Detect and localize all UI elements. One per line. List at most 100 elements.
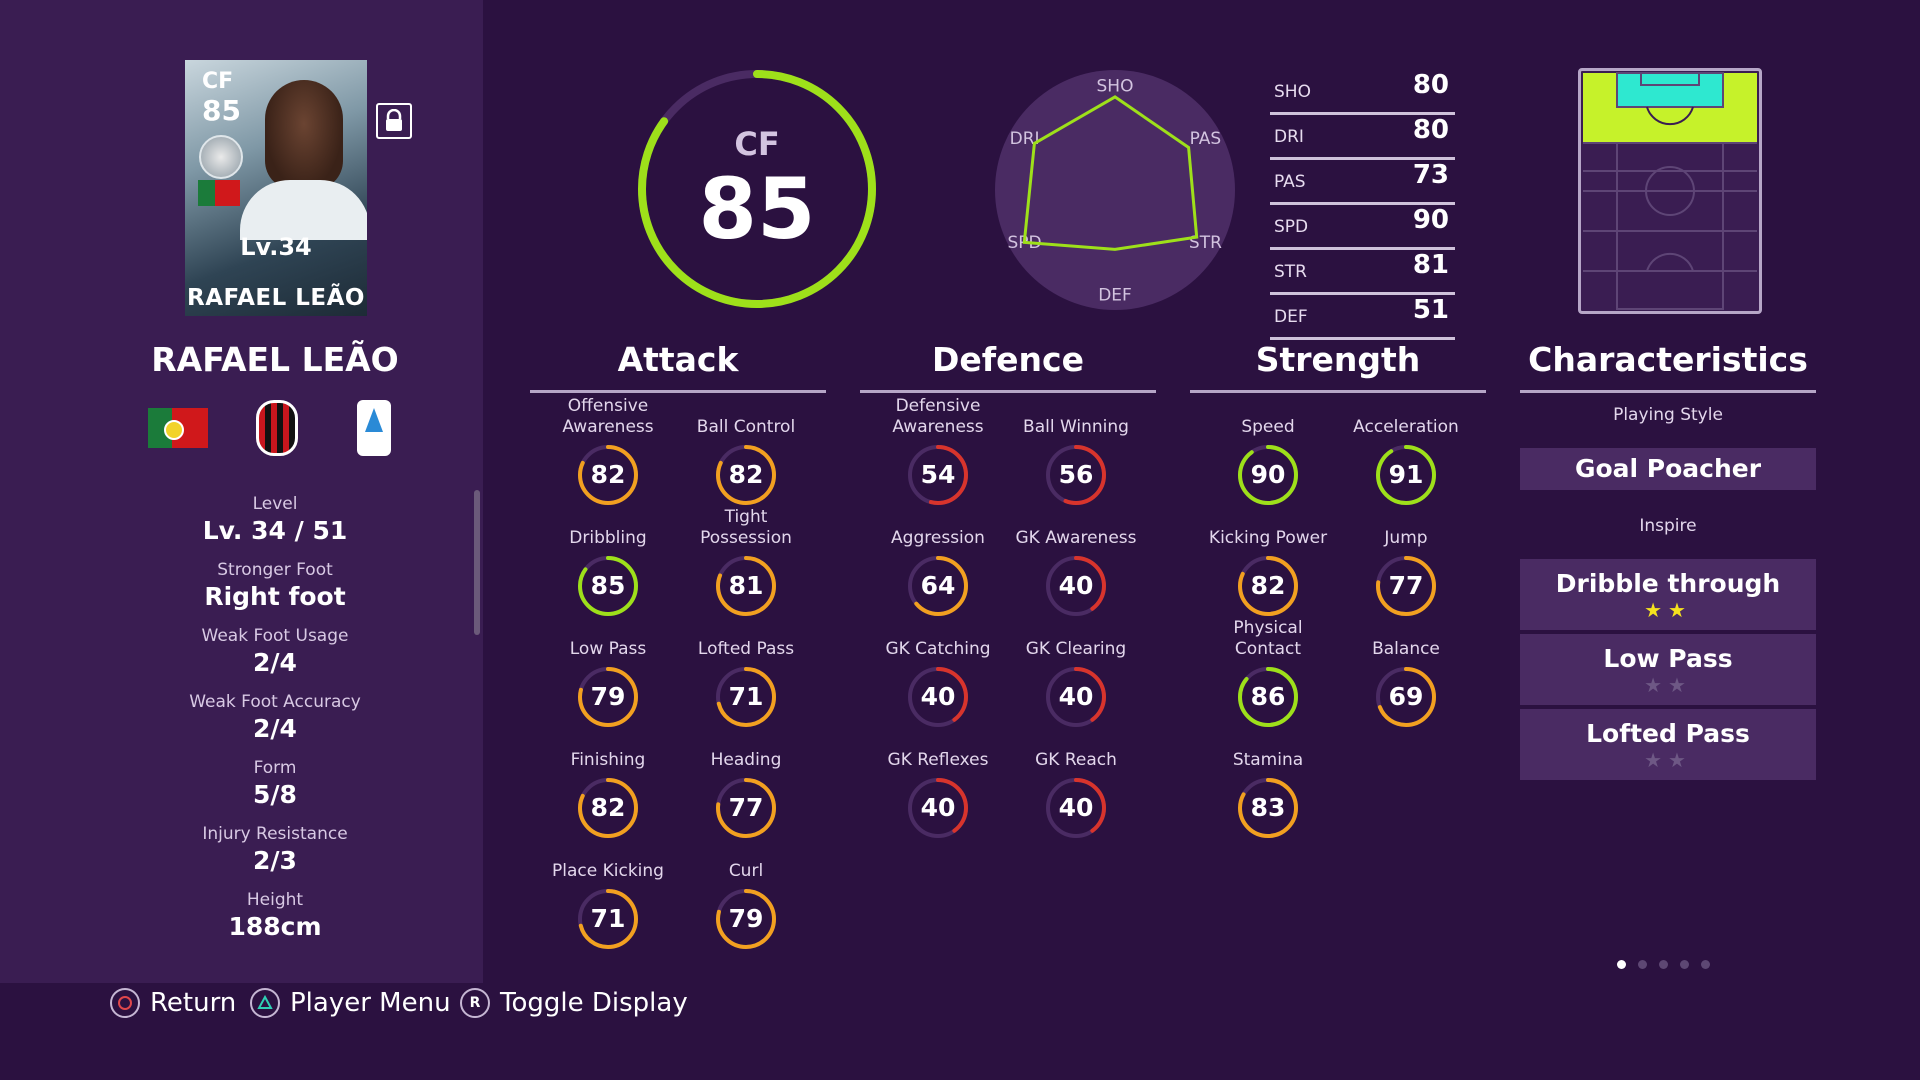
detail-label: Weak Foot Accuracy [189, 692, 361, 712]
stat-value: 81 [728, 571, 764, 600]
stat-value: 54 [920, 460, 956, 489]
detail-value: Right foot [204, 582, 346, 611]
inspire-name: Dribble through [1555, 569, 1781, 598]
player-menu-label: Player Menu [290, 988, 451, 1018]
summary-label: PAS [1274, 172, 1306, 192]
inspire-item: Dribble through ★★ [1520, 559, 1816, 630]
card-position: CF [202, 69, 234, 94]
pitch-zone-right-wing [1723, 73, 1757, 143]
card-level: Lv.34 [240, 233, 312, 261]
strength-stat: Physical Contact 86 [1198, 618, 1338, 728]
stat-ring: 40 [1045, 555, 1107, 617]
playing-style-value: Goal Poacher [1520, 448, 1816, 490]
triangle-button-icon [250, 988, 280, 1018]
detail-value: Lv. 34 / 51 [202, 516, 348, 545]
strength-stat: Stamina 83 [1198, 729, 1338, 839]
stat-value: 64 [920, 571, 956, 600]
detail-label: Level [252, 494, 298, 514]
stat-value: 71 [728, 682, 764, 711]
stat-ring: 64 [907, 555, 969, 617]
stat-ring: 71 [715, 666, 777, 728]
stat-ring: 71 [577, 888, 639, 950]
stat-label: Tight Possession [700, 507, 792, 548]
toggle-display-label: Toggle Display [500, 988, 688, 1018]
return-button[interactable]: Return [110, 988, 236, 1018]
star-icon: ★ [1644, 673, 1668, 697]
stat-value: 83 [1250, 793, 1286, 822]
inspire-item: Low Pass ★★ [1520, 634, 1816, 705]
overall-ring [638, 70, 876, 308]
detail-label: Injury Resistance [202, 824, 348, 844]
toggle-display-button[interactable]: R Toggle Display [460, 988, 688, 1018]
stat-ring: 83 [1237, 777, 1299, 839]
summary-row: STR 81 [1270, 250, 1455, 295]
stat-ring: 56 [1045, 444, 1107, 506]
defence-stat: GK Awareness 40 [1006, 507, 1146, 617]
card-nationality-flag-icon [198, 180, 240, 206]
stat-label: GK Catching [885, 639, 991, 659]
stat-label: Finishing [570, 750, 646, 770]
stat-value: 79 [590, 682, 626, 711]
attack-stat: Dribbling 85 [538, 507, 678, 617]
page-dot[interactable] [1659, 960, 1668, 969]
stat-ring: 79 [577, 666, 639, 728]
stat-value: 90 [1250, 460, 1286, 489]
scrollbar[interactable] [474, 490, 480, 635]
summary-value: 80 [1412, 115, 1449, 145]
summary-row: SPD 90 [1270, 205, 1455, 250]
detail-value: 2/4 [253, 648, 297, 677]
detail-value: 5/8 [253, 780, 297, 809]
attack-stat: Curl 79 [676, 840, 816, 950]
detail-label: Form [253, 758, 297, 778]
page-dot[interactable] [1680, 960, 1689, 969]
detail-label: Weak Foot Usage [201, 626, 349, 646]
star-icon: ★ [1668, 673, 1692, 697]
stat-value: 82 [728, 460, 764, 489]
stat-value: 40 [1058, 682, 1094, 711]
page-indicator [1617, 960, 1710, 969]
stat-label: Offensive Awareness [562, 396, 654, 437]
overall-value: 85 [698, 160, 816, 258]
stat-value: 40 [1058, 571, 1094, 600]
star-icon: ★ [1644, 598, 1668, 622]
summary-value: 81 [1412, 250, 1449, 280]
lock-icon[interactable] [376, 103, 412, 139]
page-dot[interactable] [1701, 960, 1710, 969]
player-menu-button[interactable]: Player Menu [250, 988, 451, 1018]
summary-label: STR [1274, 262, 1307, 282]
league-logo-icon [357, 400, 391, 456]
defence-stat: GK Reach 40 [1006, 729, 1146, 839]
summary-label: DEF [1274, 307, 1308, 327]
summary-value: 80 [1412, 70, 1449, 100]
page-dot[interactable] [1638, 960, 1647, 969]
stat-ring: 90 [1237, 444, 1299, 506]
bottom-bar [0, 983, 1920, 1080]
summary-row: SHO 80 [1270, 70, 1455, 115]
section-characteristics: Characteristics [1520, 340, 1816, 393]
radar-axis-label: DRI [1010, 129, 1040, 149]
page-dot[interactable] [1617, 960, 1626, 969]
attack-stat: Tight Possession 81 [676, 507, 816, 617]
stat-label: Balance [1372, 639, 1440, 659]
stat-ring: 82 [1237, 555, 1299, 617]
radar-axis-label: PAS [1190, 129, 1222, 149]
summary-label: SPD [1274, 217, 1309, 237]
stat-label: Stamina [1232, 750, 1304, 770]
radar-axis-label: DEF [1098, 285, 1132, 305]
attack-stat: Lofted Pass 71 [676, 618, 816, 728]
radar-axis-label: SHO [1097, 77, 1134, 97]
stat-ring: 82 [715, 444, 777, 506]
stat-value: 82 [1250, 571, 1286, 600]
stat-label: Ball Winning [1023, 417, 1129, 437]
stat-value: 69 [1388, 682, 1424, 711]
stat-ring: 82 [577, 444, 639, 506]
stat-ring: 54 [907, 444, 969, 506]
section-attack: Attack [530, 340, 826, 393]
stat-ring: 82 [577, 777, 639, 839]
stat-label: Speed [1241, 417, 1295, 437]
attack-stat: Ball Control 82 [676, 396, 816, 506]
star-icon: ★ [1668, 598, 1692, 622]
attack-stat: Low Pass 79 [538, 618, 678, 728]
defence-stat: Defensive Awareness 54 [868, 396, 1008, 506]
attack-stat: Offensive Awareness 82 [538, 396, 678, 506]
